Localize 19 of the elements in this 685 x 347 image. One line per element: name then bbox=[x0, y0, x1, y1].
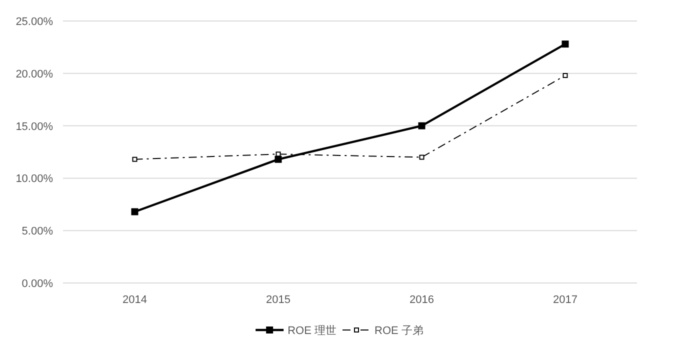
x-tick-label: 2017 bbox=[553, 294, 578, 306]
point bbox=[562, 72, 568, 78]
legend-label: ROE 子弟 bbox=[374, 325, 424, 337]
point bbox=[132, 156, 138, 162]
point bbox=[131, 208, 138, 216]
y-tick-label: 10.00% bbox=[16, 173, 54, 186]
y-tick-label: 25.00% bbox=[16, 16, 54, 28]
y-tick-label: 5.00% bbox=[22, 226, 54, 238]
x-tick-label: 2016 bbox=[410, 294, 434, 306]
legend-label: ROE 理世 bbox=[288, 324, 336, 337]
y-tick-label: 15.00% bbox=[16, 120, 54, 133]
point bbox=[418, 122, 426, 130]
x-tick-label: 2015 bbox=[266, 294, 290, 306]
point bbox=[419, 154, 424, 160]
x-tick-label: 2014 bbox=[122, 294, 147, 306]
y-tick-label: 20.00% bbox=[16, 68, 54, 80]
point bbox=[562, 40, 569, 48]
y-tick-label: 0.00% bbox=[22, 278, 54, 290]
point bbox=[274, 156, 282, 163]
